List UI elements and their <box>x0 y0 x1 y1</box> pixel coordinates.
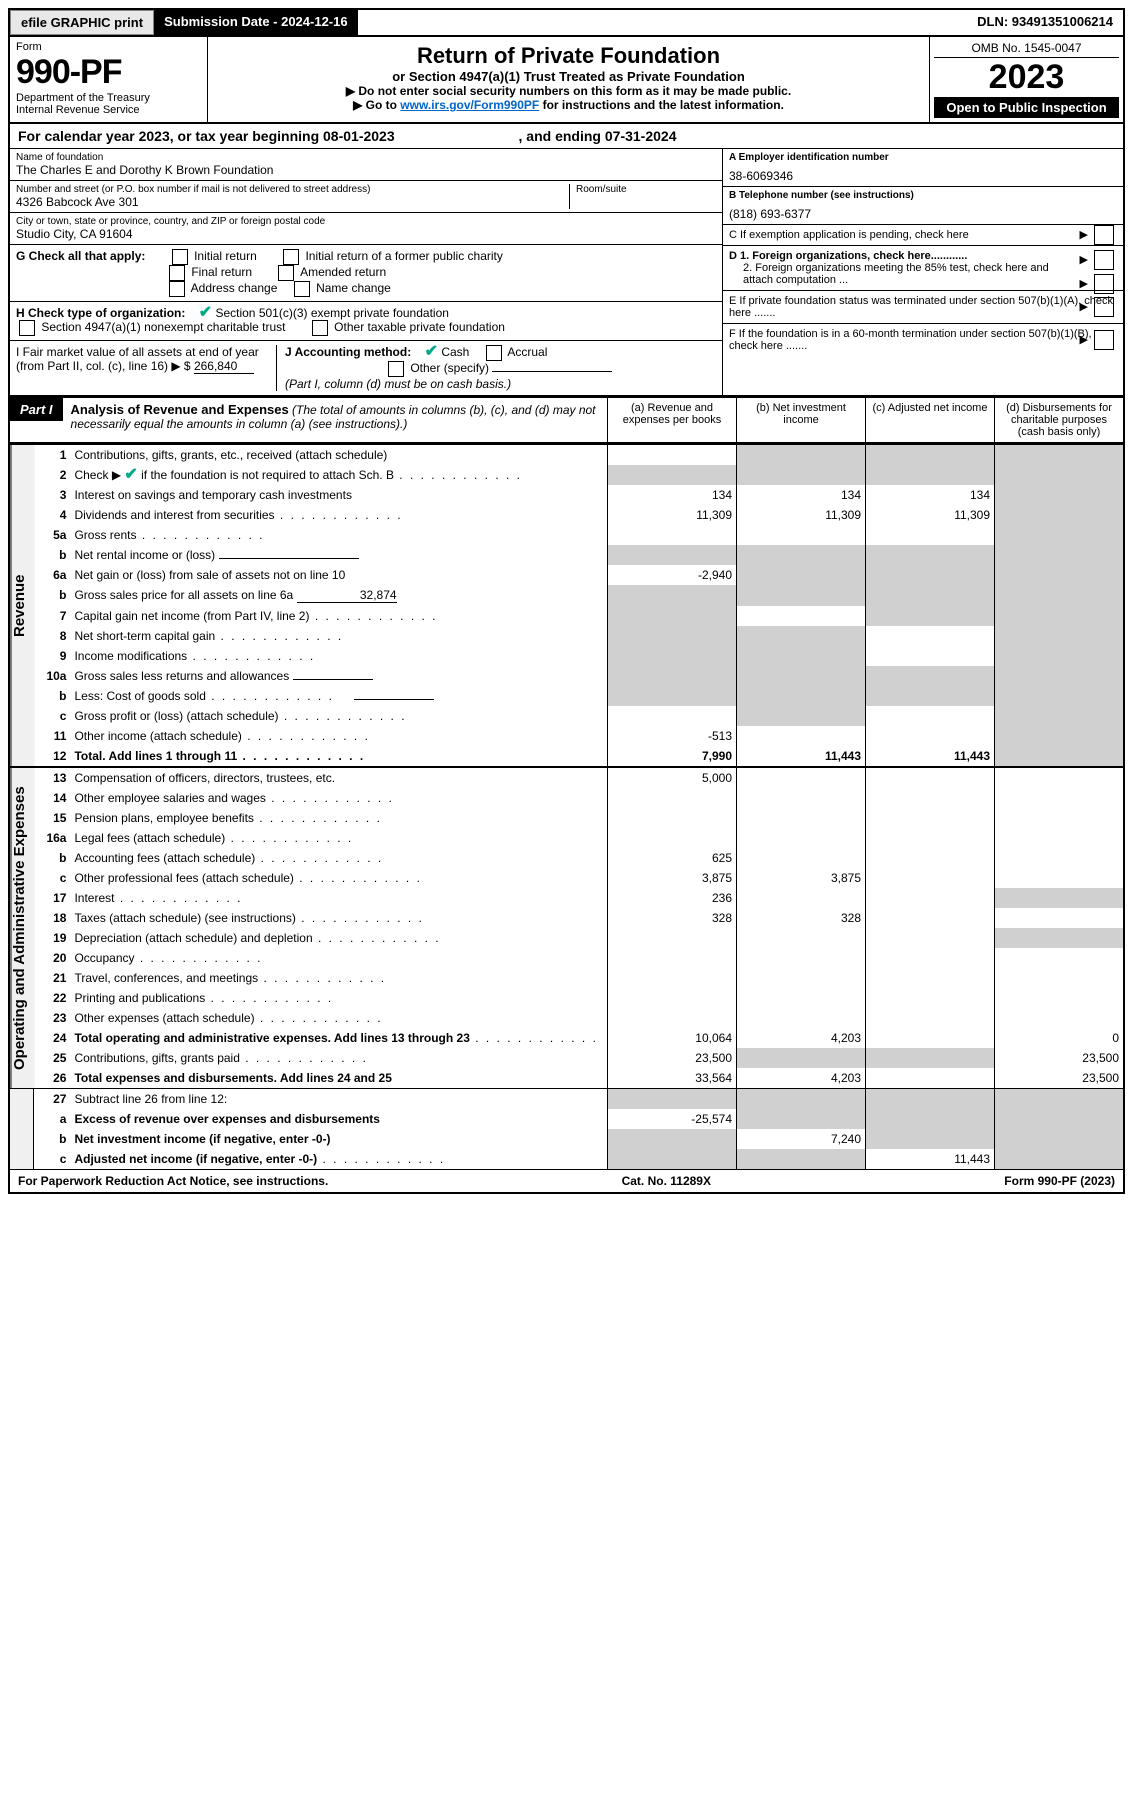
irs-link[interactable]: www.irs.gov/Form990PF <box>400 98 539 112</box>
topbar: efile GRAPHIC print Submission Date - 20… <box>10 10 1123 37</box>
check-icon-schb: ✔ <box>124 466 137 483</box>
box-c: C If exemption application is pending, c… <box>723 225 1123 246</box>
form-title: Return of Private Foundation <box>214 43 923 69</box>
revenue-table: 1Contributions, gifts, grants, etc., rec… <box>34 445 1123 766</box>
opex-label: Operating and Administrative Expenses <box>10 768 34 1088</box>
checkbox-amended[interactable] <box>278 265 294 281</box>
section-h: H Check type of organization: ✔ Section … <box>10 302 722 341</box>
col-b-header: (b) Net investment income <box>736 398 865 442</box>
box-d: D 1. Foreign organizations, check here..… <box>723 246 1123 291</box>
instruction-2: ▶ Go to www.irs.gov/Form990PF for instru… <box>214 98 923 112</box>
column-headers: (a) Revenue and expenses per books (b) N… <box>607 398 1123 442</box>
check-icon: ✔ <box>199 304 212 321</box>
revenue-section: Revenue 1Contributions, gifts, grants, e… <box>10 443 1123 766</box>
checkbox-4947[interactable] <box>19 320 35 336</box>
section-g: G Check all that apply: Initial return I… <box>10 245 722 302</box>
net-section: 27Subtract line 26 from line 12: aExcess… <box>10 1088 1123 1169</box>
form-subtitle: or Section 4947(a)(1) Trust Treated as P… <box>214 69 923 84</box>
checkbox-other-taxable[interactable] <box>312 320 328 336</box>
form-label: Form <box>16 41 201 53</box>
open-inspection: Open to Public Inspection <box>934 97 1119 118</box>
part1-tab: Part I <box>10 398 63 421</box>
checkbox-d1[interactable] <box>1094 250 1114 270</box>
checkbox-accrual[interactable] <box>486 345 502 361</box>
form-container: efile GRAPHIC print Submission Date - 20… <box>8 8 1125 1194</box>
net-table: 27Subtract line 26 from line 12: aExcess… <box>34 1089 1123 1169</box>
tax-year: 2023 <box>934 58 1119 97</box>
foundation-name-cell: Name of foundation The Charles E and Dor… <box>10 149 722 181</box>
entity-info: Name of foundation The Charles E and Dor… <box>10 149 1123 396</box>
checkbox-initial[interactable] <box>172 249 188 265</box>
dln: DLN: 93491351006214 <box>967 10 1123 35</box>
submission-date: Submission Date - 2024-12-16 <box>154 10 358 35</box>
expenses-section: Operating and Administrative Expenses 13… <box>10 766 1123 1088</box>
checkbox-address[interactable] <box>169 281 185 297</box>
box-f: F If the foundation is in a 60-month ter… <box>723 324 1123 356</box>
page-footer: For Paperwork Reduction Act Notice, see … <box>10 1169 1123 1192</box>
box-e: E If private foundation status was termi… <box>723 291 1123 324</box>
checkbox-f[interactable] <box>1094 330 1114 350</box>
form-header: Form 990-PF Department of the Treasury I… <box>10 37 1123 124</box>
omb-number: OMB No. 1545-0047 <box>934 41 1119 58</box>
col-a-header: (a) Revenue and expenses per books <box>607 398 736 442</box>
ein-cell: A Employer identification number 38-6069… <box>723 149 1123 187</box>
part1-title: Analysis of Revenue and Expenses (The to… <box>63 398 607 435</box>
checkbox-final[interactable] <box>169 265 185 281</box>
phone-cell: B Telephone number (see instructions) (8… <box>723 187 1123 225</box>
part1-header: Part I Analysis of Revenue and Expenses … <box>10 396 1123 443</box>
calendar-year-row: For calendar year 2023, or tax year begi… <box>10 124 1123 149</box>
footer-right: Form 990-PF (2023) <box>1004 1174 1115 1188</box>
revenue-label: Revenue <box>10 445 34 766</box>
checkbox-name[interactable] <box>294 281 310 297</box>
city-cell: City or town, state or province, country… <box>10 213 722 245</box>
col-c-header: (c) Adjusted net income <box>865 398 994 442</box>
check-icon-cash: ✔ <box>425 343 438 360</box>
checkbox-c[interactable] <box>1094 225 1114 245</box>
dept-irs: Internal Revenue Service <box>16 104 201 116</box>
dept-treasury: Department of the Treasury <box>16 92 201 104</box>
expenses-table: 13Compensation of officers, directors, t… <box>34 768 1123 1088</box>
form-number: 990-PF <box>16 53 201 92</box>
checkbox-other-method[interactable] <box>388 361 404 377</box>
checkbox-initial-former[interactable] <box>283 249 299 265</box>
checkbox-e[interactable] <box>1094 297 1114 317</box>
footer-left: For Paperwork Reduction Act Notice, see … <box>18 1174 328 1188</box>
col-d-header: (d) Disbursements for charitable purpose… <box>994 398 1123 442</box>
instruction-1: ▶ Do not enter social security numbers o… <box>214 84 923 98</box>
address-cell: Number and street (or P.O. box number if… <box>10 181 722 213</box>
footer-mid: Cat. No. 11289X <box>622 1174 711 1188</box>
fmv-value: 266,840 <box>194 359 254 374</box>
efile-button[interactable]: efile GRAPHIC print <box>10 10 154 35</box>
section-i-j: I Fair market value of all assets at end… <box>10 341 722 395</box>
